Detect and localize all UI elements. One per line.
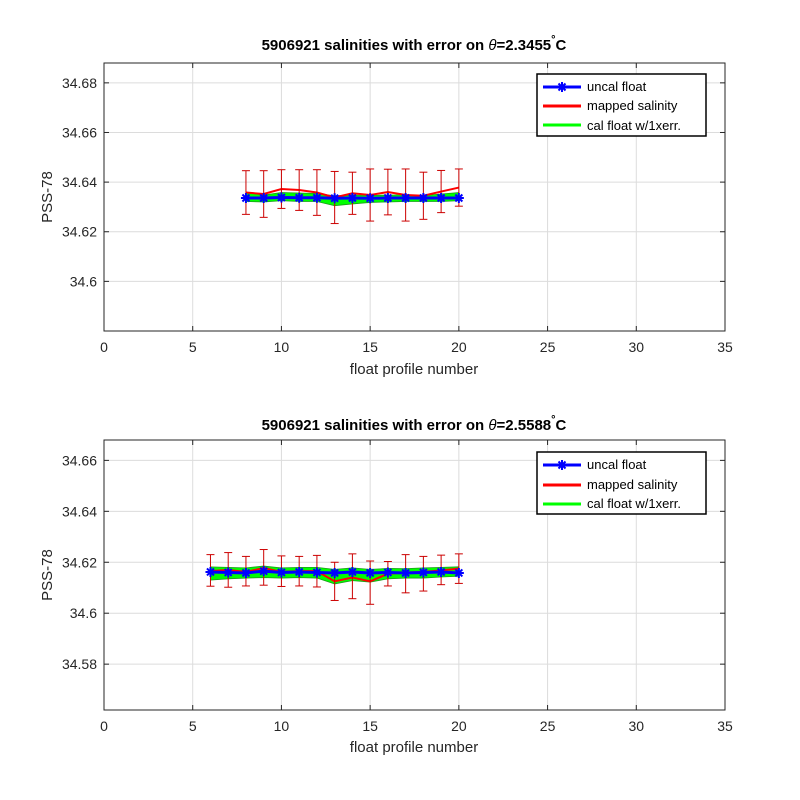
chart-bottom: 5906921 salinities with error on θ=2.558… xyxy=(39,414,733,756)
uncal-float-point xyxy=(382,192,393,203)
uncal-float-point xyxy=(418,567,429,578)
x-tick-label: 5 xyxy=(189,718,197,734)
x-tick-label: 20 xyxy=(451,339,467,355)
x-tick-label: 15 xyxy=(362,339,378,355)
chart-bottom-title: 5906921 salinities with error on θ=2.558… xyxy=(262,414,567,434)
y-tick-label: 34.68 xyxy=(62,75,97,91)
uncal-float-point xyxy=(329,193,340,204)
x-tick-label: 25 xyxy=(540,339,556,355)
uncal-float-point xyxy=(294,192,305,203)
legend-label-mapped-salinity: mapped salinity xyxy=(587,477,678,492)
y-tick-label: 34.66 xyxy=(62,124,97,140)
uncal-float-point xyxy=(436,192,447,203)
x-tick-label: 20 xyxy=(451,718,467,734)
error-bar xyxy=(383,168,392,216)
uncal-float-point xyxy=(258,192,269,203)
x-tick-label: 10 xyxy=(274,339,290,355)
y-tick-label: 34.64 xyxy=(62,503,97,519)
uncal-float-point xyxy=(276,192,287,203)
chart-top: 5906921 salinities with error on θ=2.345… xyxy=(39,34,733,378)
uncal-float-point xyxy=(400,192,411,203)
error-bar xyxy=(312,169,321,216)
uncal-float-point xyxy=(365,193,376,204)
chart-top-legend: uncal float mapped salinity cal float w/… xyxy=(536,73,707,137)
x-tick-label: 15 xyxy=(362,718,378,734)
chart-bottom-ylabel: PSS-78 xyxy=(39,549,56,601)
x-tick-label: 35 xyxy=(717,718,733,734)
x-tick-label: 0 xyxy=(100,339,108,355)
uncal-float-point xyxy=(382,567,393,578)
uncal-float-point xyxy=(205,566,216,577)
chart-top-title: 5906921 salinities with error on θ=2.345… xyxy=(262,34,567,54)
uncal-float-point xyxy=(276,567,287,578)
uncal-float-point xyxy=(418,192,429,203)
x-tick-label: 0 xyxy=(100,718,108,734)
chart-bottom-legend: uncal float mapped salinity cal float w/… xyxy=(536,451,707,515)
x-tick-label: 5 xyxy=(189,339,197,355)
y-tick-label: 34.58 xyxy=(62,656,97,672)
uncal-float-point xyxy=(453,567,464,578)
uncal-float-point xyxy=(223,567,234,578)
chart-top-xlabel: float profile number xyxy=(350,361,478,378)
star-marker-icon xyxy=(557,460,567,470)
chart-bottom-xlabel: float profile number xyxy=(350,739,478,756)
uncal-float-point xyxy=(400,567,411,578)
chart-bottom-plot-frame xyxy=(103,439,726,711)
uncal-float-point xyxy=(294,566,305,577)
y-tick-label: 34.62 xyxy=(62,224,97,240)
y-tick-label: 34.6 xyxy=(70,273,97,289)
uncal-float-point xyxy=(311,567,322,578)
x-tick-label: 25 xyxy=(540,718,556,734)
uncal-float-point xyxy=(347,566,358,577)
uncal-float-point xyxy=(240,192,251,203)
uncal-float-point xyxy=(240,567,251,578)
chart-top-ylabel: PSS-78 xyxy=(39,171,56,223)
legend-label-cal-float: cal float w/1xerr. xyxy=(587,118,681,133)
y-tick-label: 34.66 xyxy=(62,452,97,468)
x-tick-label: 30 xyxy=(628,718,644,734)
uncal-float-point xyxy=(258,566,269,577)
legend-label-mapped-salinity: mapped salinity xyxy=(587,98,678,113)
x-tick-label: 10 xyxy=(274,718,290,734)
star-marker-icon xyxy=(557,82,567,92)
error-bar xyxy=(295,169,304,211)
uncal-float-point xyxy=(365,567,376,578)
y-tick-label: 34.64 xyxy=(62,174,97,190)
chart-top-plot-frame xyxy=(103,62,726,332)
uncal-float-point xyxy=(436,566,447,577)
uncal-float-point xyxy=(311,192,322,203)
y-tick-label: 34.6 xyxy=(70,605,97,621)
error-bar xyxy=(241,170,250,215)
x-tick-label: 30 xyxy=(628,339,644,355)
legend-label-cal-float: cal float w/1xerr. xyxy=(587,496,681,511)
uncal-float-point xyxy=(453,192,464,203)
legend-label-uncal-float: uncal float xyxy=(587,79,647,94)
uncal-float-point xyxy=(347,192,358,203)
uncal-float-point xyxy=(329,567,340,578)
error-bar xyxy=(437,169,446,214)
legend-label-uncal-float: uncal float xyxy=(587,457,647,472)
y-tick-label: 34.62 xyxy=(62,554,97,570)
x-tick-label: 35 xyxy=(717,339,733,355)
